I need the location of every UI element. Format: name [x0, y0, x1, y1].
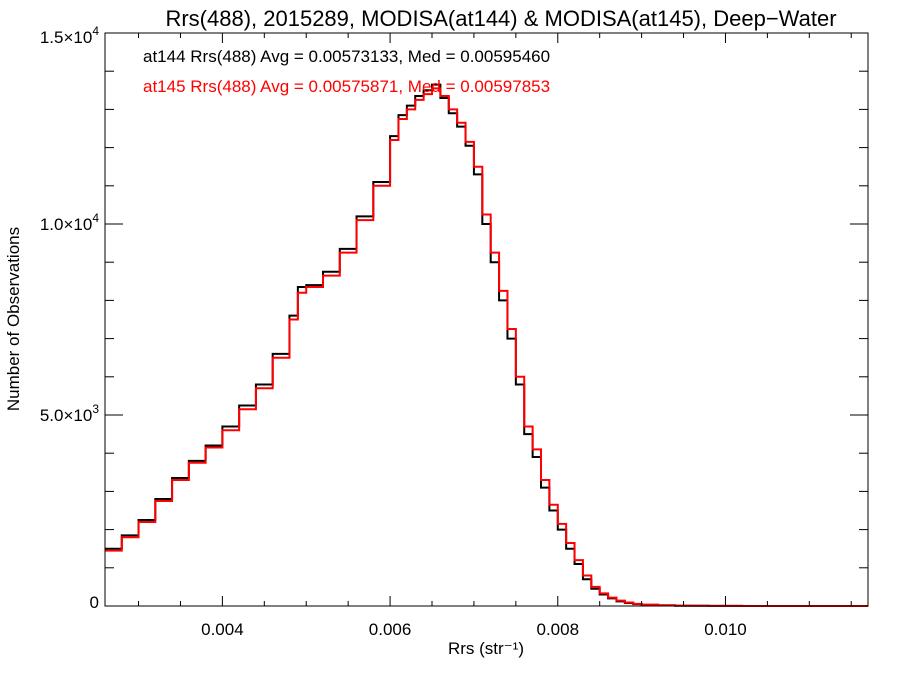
y-tick-label: 1.0×104 [40, 211, 99, 234]
y-tick-label-mantissa: 1.0×10 [40, 215, 92, 234]
y-tick-label: 0 [90, 593, 99, 612]
y-axis-label: Number of Observations [4, 227, 23, 411]
ticks-layer: 0.004 0.006 0.008 0.01005.0×1031.0×1041.5×1… [40, 24, 868, 639]
series-stats-at144: at144 Rrs(488) Avg = 0.00573133, Med = 0… [143, 47, 550, 66]
x-tick-label: 0.008 [536, 620, 579, 639]
y-tick-label: 1.5×104 [40, 24, 99, 47]
y-tick-label-mantissa: 1.5×10 [40, 28, 92, 47]
series-stats-at145: at145 Rrs(488) Avg = 0.00575871, Med = 0… [143, 77, 550, 96]
y-tick-label-exponent: 4 [92, 24, 99, 38]
y-tick-label-mantissa: 0 [90, 593, 99, 612]
series-layer [105, 83, 868, 607]
y-tick-label-mantissa: 5.0×10 [40, 406, 92, 425]
series-line-at144 [105, 83, 868, 607]
chart-title: Rrs(488), 2015289, MODISA(at144) & MODIS… [165, 6, 836, 31]
y-tick-label-exponent: 4 [92, 211, 99, 225]
plot-frame [104, 32, 869, 607]
x-tick-label: 0.006 [369, 620, 412, 639]
series-line-at145 [105, 87, 868, 607]
x-axis-label: Rrs (str⁻¹) [448, 639, 524, 658]
x-tick-label: 0.010 [704, 620, 747, 639]
y-tick-label-exponent: 3 [92, 402, 99, 416]
y-tick-label: 5.0×103 [40, 402, 99, 425]
x-tick-label: 0.004 [201, 620, 244, 639]
